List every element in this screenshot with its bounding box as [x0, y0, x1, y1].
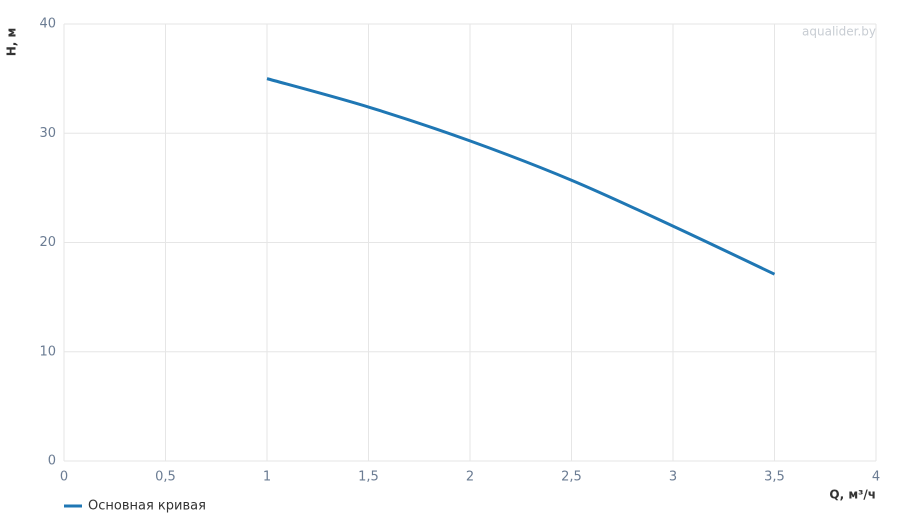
y-tick-label: 30: [39, 126, 56, 141]
x-tick-label: 2,5: [561, 470, 582, 485]
x-tick-label: 3,5: [764, 470, 785, 485]
x-tick-label: 0: [60, 470, 68, 485]
x-tick-label: 3: [669, 470, 677, 485]
y-tick-label: 40: [39, 17, 56, 32]
watermark: aqualider.by: [802, 25, 876, 39]
x-tick-label: 4: [872, 470, 880, 485]
y-tick-label: 0: [48, 454, 56, 469]
x-axis-title: Q, м³/ч: [829, 488, 876, 502]
y-tick-label: 20: [39, 235, 56, 250]
x-tick-label: 0,5: [155, 470, 176, 485]
y-tick-label: 10: [39, 344, 56, 359]
x-tick-label: 1: [263, 470, 271, 485]
legend-label: Основная кривая: [88, 499, 206, 514]
x-tick-label: 1,5: [358, 470, 379, 485]
y-axis-title: H, м: [5, 28, 19, 57]
x-tick-label: 2: [466, 470, 474, 485]
line-series: [266, 77, 776, 276]
